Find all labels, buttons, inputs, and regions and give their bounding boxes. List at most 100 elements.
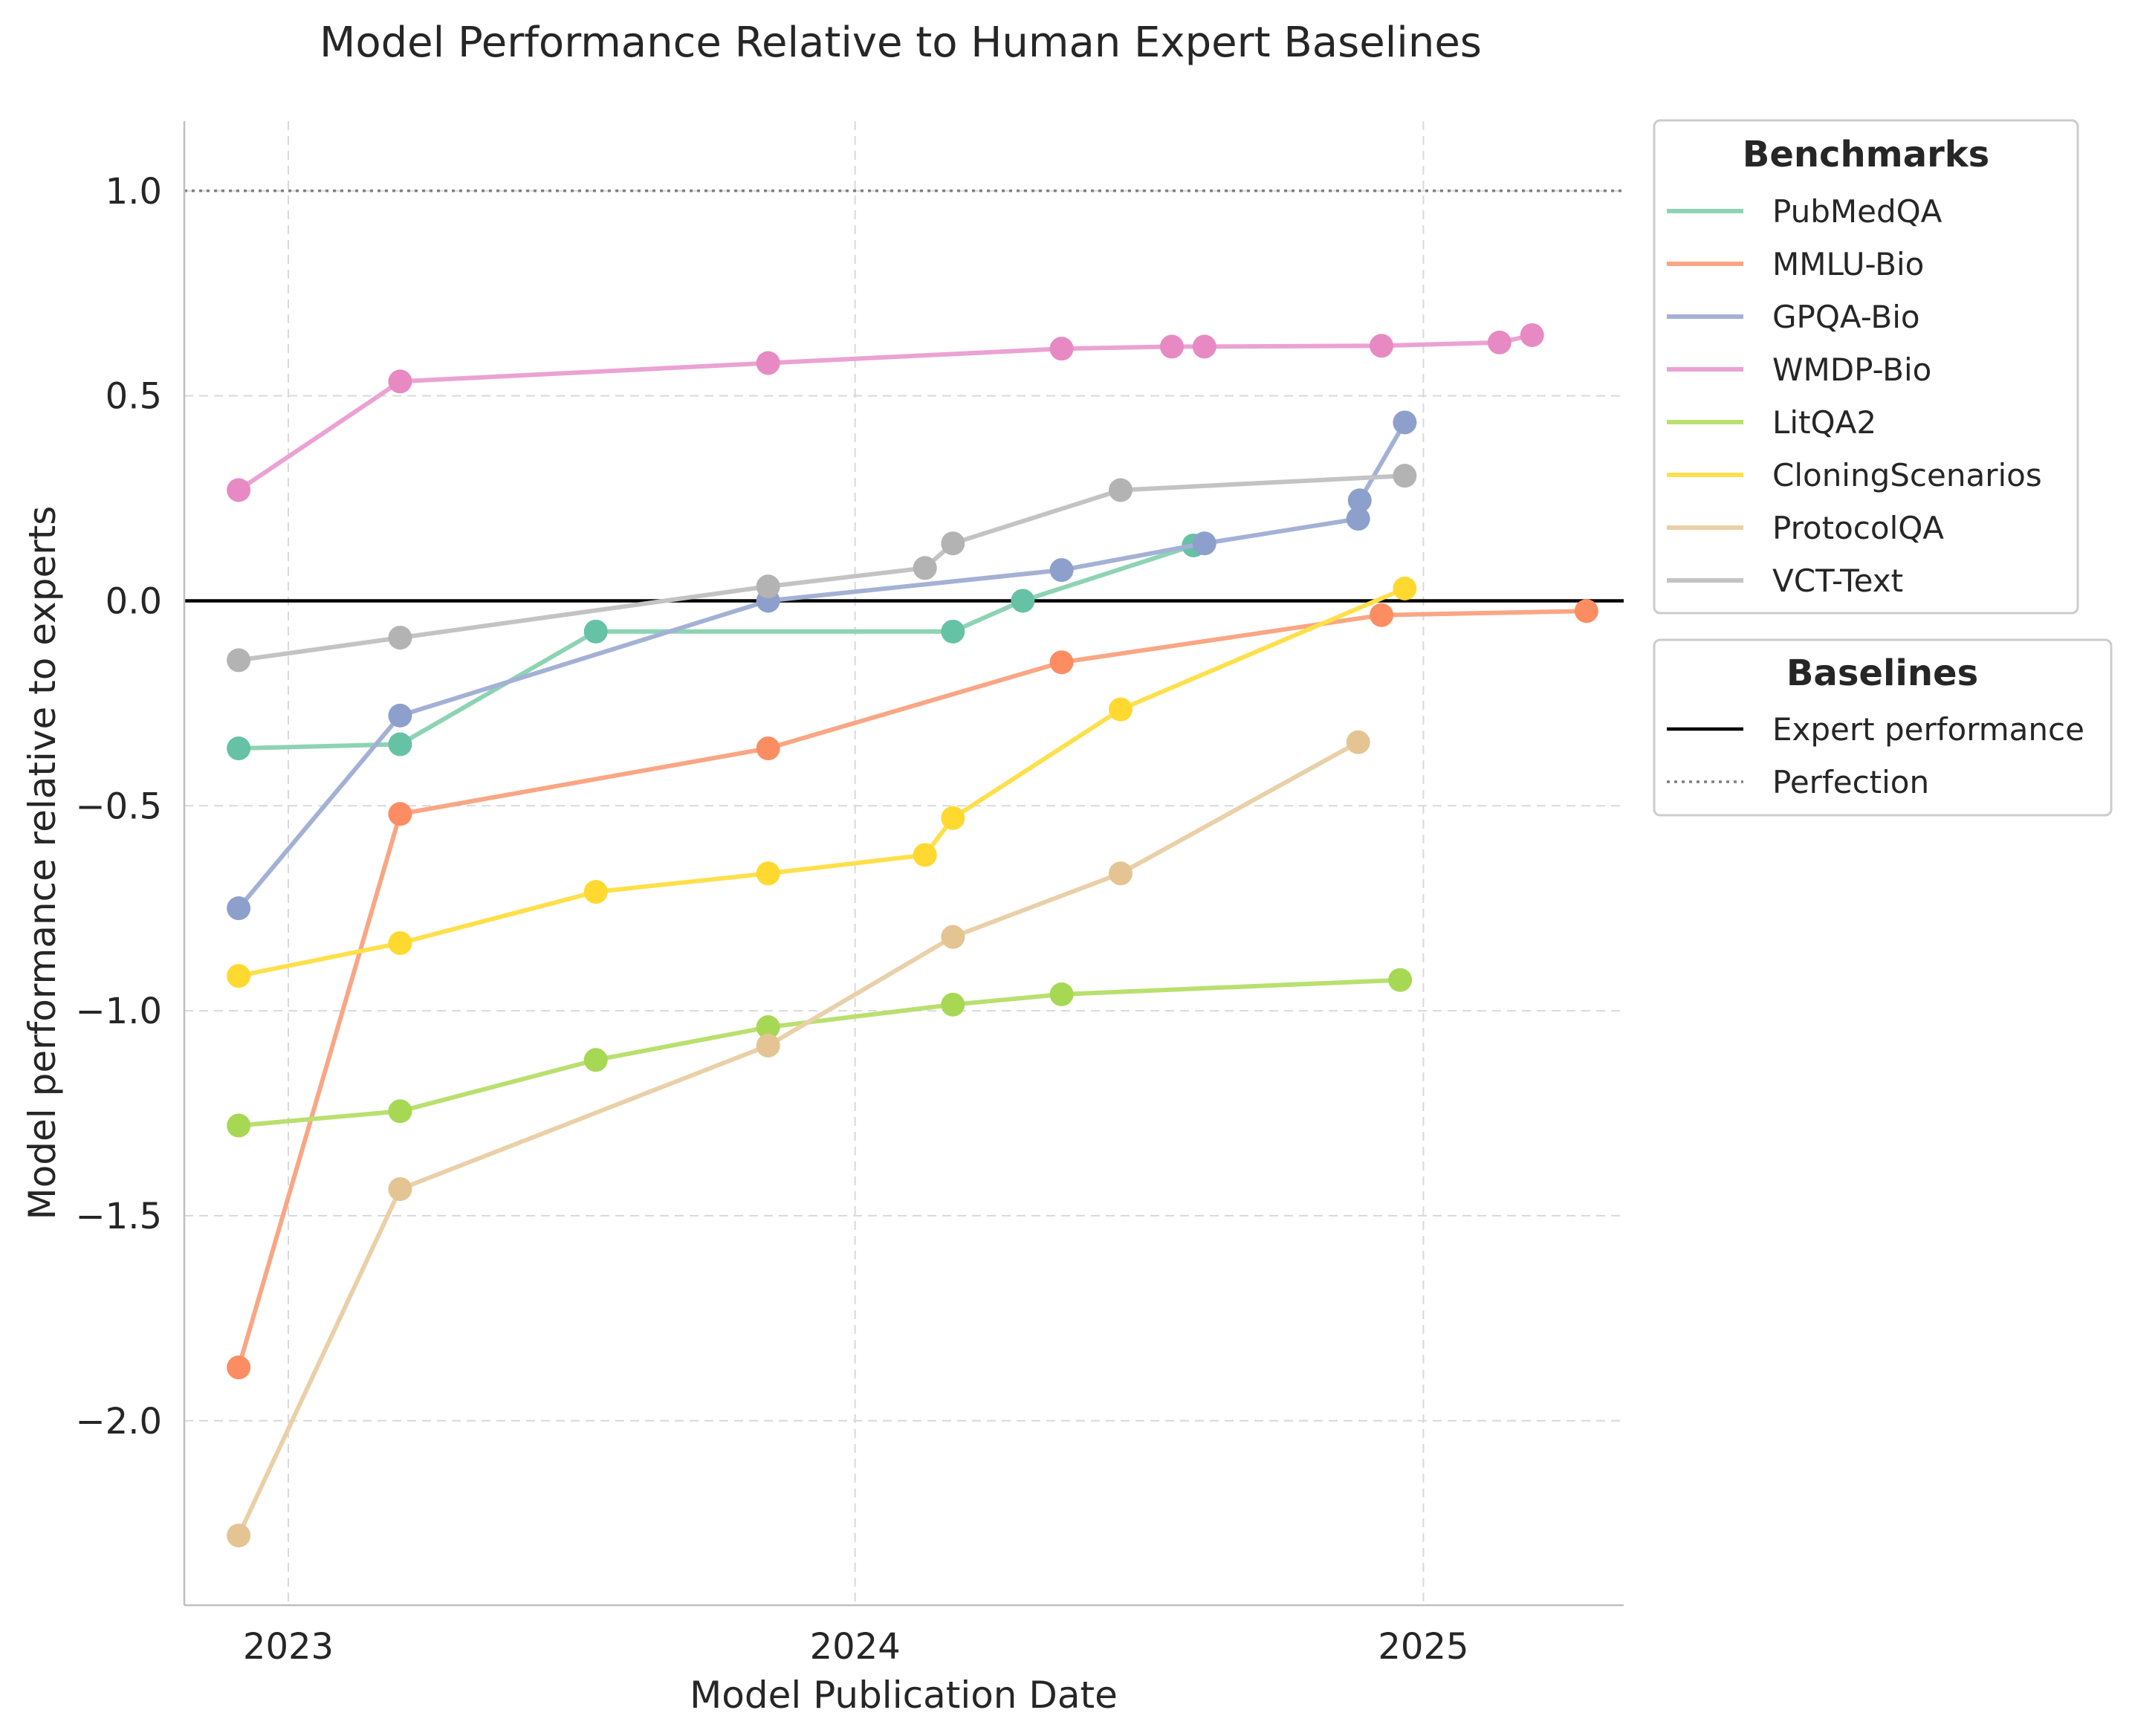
legend-baselines-frame [1653, 638, 2113, 817]
data-point-wmdp-bio [388, 369, 412, 394]
data-point-litqa2 [388, 1099, 412, 1124]
data-point-wmdp-bio [1159, 334, 1184, 359]
y-axis-label: Model performance relative to experts [21, 506, 64, 1220]
data-point-pubmedqa [941, 619, 965, 644]
data-point-vct-text [227, 648, 251, 673]
legend-benchmarks-title: Benchmarks [1743, 134, 1990, 175]
legend-benchmarks-frame [1653, 119, 2079, 615]
series-line-cloningscenarios [236, 586, 1407, 979]
chart-title: Model Performance Relative to Human Expe… [320, 19, 1482, 67]
data-point-cloningscenarios [1108, 697, 1133, 722]
data-point-vct-text [756, 574, 780, 599]
y-tick-label: −1.0 [75, 991, 162, 1032]
legend-label-wmdp-bio: WMDP-Bio [1772, 352, 1931, 388]
data-point-gpqa-bio [1393, 410, 1417, 435]
data-point-litqa2 [227, 1113, 251, 1138]
data-point-litqa2 [1388, 968, 1413, 992]
legend-benchmarks-items: PubMedQA MMLU-Bio GPQA-Bio WMDP-Bio LitQA2 Cl… [1667, 193, 2042, 599]
series-protocolqa [227, 730, 1370, 1548]
data-point-wmdp-bio [1049, 337, 1074, 361]
data-point-pubmedqa [227, 736, 251, 761]
data-point-gpqa-bio [227, 896, 251, 921]
data-point-cloningscenarios [941, 806, 965, 830]
data-point-cloningscenarios [227, 964, 251, 988]
data-point-protocolqa [227, 1523, 251, 1548]
data-point-wmdp-bio [756, 351, 780, 375]
data-point-pubmedqa [583, 619, 608, 644]
data-point-protocolqa [1346, 730, 1370, 754]
data-point-cloningscenarios [583, 880, 608, 904]
data-point-wmdp-bio [1192, 334, 1216, 359]
data-point-wmdp-bio [1487, 330, 1511, 354]
y-tick-label: 0.0 [106, 580, 162, 622]
legend-label-vct-text: VCT-Text [1772, 563, 1903, 599]
series-wmdp-bio [227, 323, 1544, 502]
data-point-mmlu-bio [756, 736, 780, 761]
data-point-wmdp-bio [227, 478, 251, 502]
data-point-cloningscenarios [913, 843, 937, 867]
baseline-layer [184, 190, 1624, 603]
data-point-mmlu-bio [1049, 650, 1074, 675]
data-point-gpqa-bio [1192, 531, 1216, 556]
x-tick-label: 2023 [243, 1626, 334, 1668]
legend-label-mmlu-bio: MMLU-Bio [1772, 246, 1924, 282]
x-tick-label: 2024 [810, 1626, 901, 1668]
data-point-gpqa-bio [1346, 507, 1370, 531]
data-point-cloningscenarios [388, 931, 412, 956]
axes-layer [183, 121, 1624, 1607]
x-tick-label: 2025 [1378, 1626, 1468, 1668]
data-point-cloningscenarios [756, 861, 780, 886]
series-layer [227, 323, 1598, 1548]
data-point-wmdp-bio [1520, 323, 1544, 347]
legend-label-gpqa-bio: GPQA-Bio [1772, 299, 1920, 335]
ticks-layer: 1.0 0.5 0.0 −0.5 −1.0 −1.5 −2.0 2023 2024 2025 [75, 171, 1468, 1668]
data-point-pubmedqa [388, 732, 412, 757]
data-point-vct-text [941, 531, 965, 556]
series-litqa2 [227, 968, 1413, 1138]
data-point-protocolqa [1108, 861, 1133, 886]
data-point-mmlu-bio [1574, 599, 1598, 624]
series-cloningscenarios [227, 576, 1417, 988]
legend-benchmarks: Benchmarks PubMedQA MMLU-Bio GPQA-Bio WMDP-… [1653, 119, 2079, 615]
legend-label-perfection: Perfection [1772, 764, 1929, 800]
data-point-litqa2 [941, 992, 965, 1017]
y-tick-label: −2.0 [75, 1401, 162, 1442]
legend-label-litqa2: LitQA2 [1772, 404, 1876, 441]
data-point-litqa2 [583, 1048, 608, 1072]
legend-baselines-items: Expert performance Perfection [1667, 711, 2084, 800]
data-point-mmlu-bio [1370, 603, 1394, 627]
legend-label-expert-performance: Expert performance [1772, 711, 2084, 748]
data-point-litqa2 [756, 1015, 780, 1040]
data-point-vct-text [913, 556, 937, 580]
data-point-gpqa-bio [1347, 488, 1372, 513]
data-point-cloningscenarios [1393, 576, 1417, 600]
y-tick-label: 1.0 [106, 171, 162, 213]
series-line-mmlu-bio [236, 609, 1589, 1370]
data-point-wmdp-bio [1370, 334, 1394, 358]
data-point-mmlu-bio [388, 802, 412, 826]
y-tick-label: −1.5 [75, 1196, 162, 1237]
x-axis-label: Model Publication Date [690, 1674, 1118, 1717]
y-tick-label: 0.5 [106, 376, 162, 418]
legend-label-protocolqa: ProtocolQA [1772, 510, 1944, 546]
legend-baselines-title: Baselines [1786, 652, 1978, 694]
data-point-protocolqa [388, 1177, 412, 1202]
data-point-pubmedqa [1011, 589, 1035, 613]
data-point-vct-text [1108, 478, 1133, 502]
legend-baselines: Baselines Expert performance Perfection [1653, 638, 2113, 817]
data-point-vct-text [1393, 464, 1417, 488]
legend-label-cloningscenarios: CloningScenarios [1772, 457, 2042, 493]
data-point-gpqa-bio [1049, 558, 1074, 583]
data-point-protocolqa [756, 1033, 780, 1058]
data-point-mmlu-bio [227, 1356, 251, 1380]
series-vct-text [227, 464, 1417, 673]
series-line-protocolqa [236, 739, 1361, 1538]
data-point-vct-text [388, 626, 412, 650]
data-point-gpqa-bio [388, 703, 412, 728]
data-point-protocolqa [941, 924, 965, 949]
legend-label-pubmedqa: PubMedQA [1772, 193, 1943, 230]
y-tick-label: −0.5 [75, 786, 162, 827]
series-mmlu-bio [227, 599, 1598, 1380]
data-point-litqa2 [1049, 982, 1074, 1007]
